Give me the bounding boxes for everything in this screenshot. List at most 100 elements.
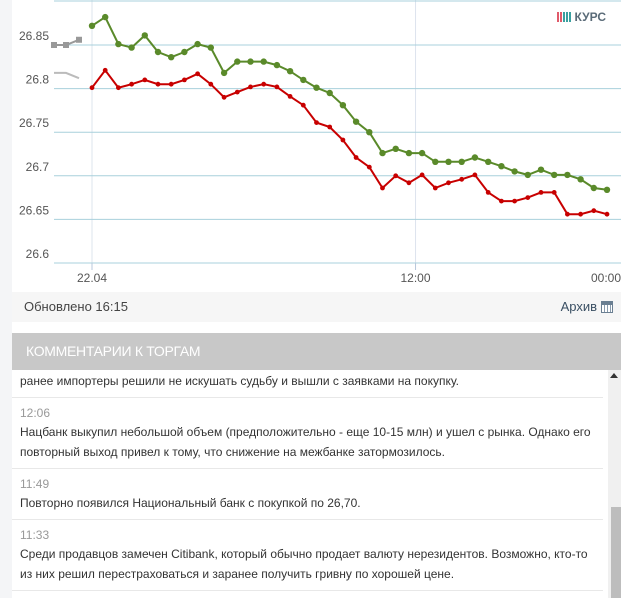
data-point[interactable] [392, 145, 399, 152]
data-point[interactable] [287, 94, 293, 99]
data-point[interactable] [471, 154, 479, 161]
previous-day-line [54, 71, 80, 80]
data-point[interactable] [313, 84, 320, 91]
data-point[interactable] [221, 94, 227, 100]
data-point[interactable] [472, 172, 478, 178]
data-point[interactable] [446, 180, 451, 186]
data-point[interactable] [286, 68, 294, 75]
archive-link[interactable]: Архив [561, 299, 613, 314]
data-point[interactable] [406, 180, 412, 186]
data-point[interactable] [577, 176, 584, 183]
data-point[interactable] [419, 172, 425, 178]
data-point[interactable] [234, 58, 241, 65]
data-point[interactable] [208, 81, 214, 87]
data-point[interactable] [128, 44, 135, 51]
data-point[interactable] [551, 190, 557, 195]
data-point[interactable] [248, 84, 253, 90]
rate-chart: 26.6 26.65 26.7 26.75 26.8 26.85 22.04 12:00 00:… [0, 0, 621, 290]
red-series-line [91, 68, 608, 216]
data-point[interactable] [525, 195, 531, 201]
data-point[interactable] [393, 173, 399, 179]
data-point[interactable] [327, 124, 333, 130]
data-point[interactable] [340, 137, 346, 143]
data-point[interactable] [274, 84, 280, 90]
data-point[interactable] [551, 171, 558, 179]
data-point[interactable] [591, 208, 597, 214]
data-point[interactable] [326, 89, 333, 97]
data-point[interactable] [129, 81, 135, 87]
data-point[interactable] [366, 164, 372, 170]
x-tick-label: 22.04 [77, 271, 107, 285]
data-point[interactable] [485, 158, 492, 165]
x-tick-label: 12:00 [401, 271, 431, 285]
data-point[interactable] [181, 48, 188, 56]
comment-text: Повторно появился Национальный банк с по… [20, 496, 361, 510]
y-tick-label: 26.8 [26, 73, 50, 87]
scroll-thumb[interactable] [611, 507, 621, 598]
data-point[interactable] [234, 89, 240, 95]
data-point[interactable] [459, 176, 465, 182]
comments-scrollbar[interactable] [608, 370, 621, 598]
data-point[interactable] [445, 158, 452, 165]
legend-kurs[interactable]: КУРС [556, 10, 606, 24]
data-point[interactable] [220, 69, 228, 77]
data-point[interactable] [115, 40, 122, 48]
data-point[interactable] [380, 185, 385, 191]
data-point[interactable] [537, 166, 545, 173]
data-point[interactable] [339, 102, 347, 109]
data-point[interactable] [498, 163, 505, 170]
data-point[interactable] [116, 85, 121, 91]
x-tick-label: 00:00 [591, 271, 621, 285]
data-point[interactable] [379, 149, 386, 157]
data-point[interactable] [590, 184, 597, 192]
data-point[interactable] [141, 32, 148, 39]
data-point[interactable] [366, 129, 373, 136]
chart-svg: 26.6 26.65 26.7 26.75 26.8 26.85 22.04 12:00 00:… [19, 0, 621, 285]
data-point[interactable] [353, 155, 359, 160]
data-point[interactable] [512, 198, 517, 204]
data-point[interactable] [207, 44, 214, 51]
data-point[interactable] [432, 158, 439, 165]
data-point[interactable] [538, 190, 544, 195]
data-point[interactable] [458, 158, 465, 165]
data-point[interactable] [604, 211, 610, 217]
archive-label: Архив [560, 299, 597, 314]
data-point[interactable] [300, 102, 306, 108]
data-point[interactable] [195, 71, 201, 77]
data-point[interactable] [485, 190, 491, 195]
data-point[interactable] [182, 77, 187, 83]
data-point[interactable] [102, 13, 109, 21]
data-point[interactable] [432, 185, 438, 191]
data-point[interactable] [260, 58, 267, 65]
bar-chart-icon [556, 12, 571, 22]
data-point[interactable] [499, 198, 504, 204]
data-point[interactable] [142, 77, 148, 83]
data-point[interactable] [511, 168, 518, 175]
data-point[interactable] [88, 22, 96, 29]
data-point[interactable] [564, 171, 571, 179]
data-point[interactable] [524, 171, 531, 179]
data-point[interactable] [300, 76, 307, 84]
data-point[interactable] [261, 81, 267, 87]
comment-time: 12:06 [20, 406, 51, 420]
comment-time: 11:49 [20, 477, 50, 491]
comment-item: ранее импортеры решили не искушать судьб… [12, 365, 603, 398]
data-point[interactable] [194, 40, 201, 48]
data-point[interactable] [273, 61, 281, 69]
data-point[interactable] [418, 149, 426, 157]
data-point[interactable] [154, 48, 162, 56]
data-point[interactable] [405, 149, 413, 157]
data-point[interactable] [89, 85, 95, 91]
data-point[interactable] [102, 67, 108, 73]
data-point[interactable] [168, 81, 174, 87]
y-tick-label: 26.85 [19, 29, 49, 43]
data-point[interactable] [155, 81, 161, 87]
data-point[interactable] [314, 120, 319, 125]
data-point[interactable] [247, 58, 254, 65]
data-point[interactable] [578, 211, 583, 217]
data-point[interactable] [168, 54, 175, 61]
data-point[interactable] [352, 118, 360, 125]
scroll-up-arrow-icon[interactable] [610, 373, 618, 378]
data-point[interactable] [565, 211, 570, 217]
data-point[interactable] [603, 186, 611, 193]
